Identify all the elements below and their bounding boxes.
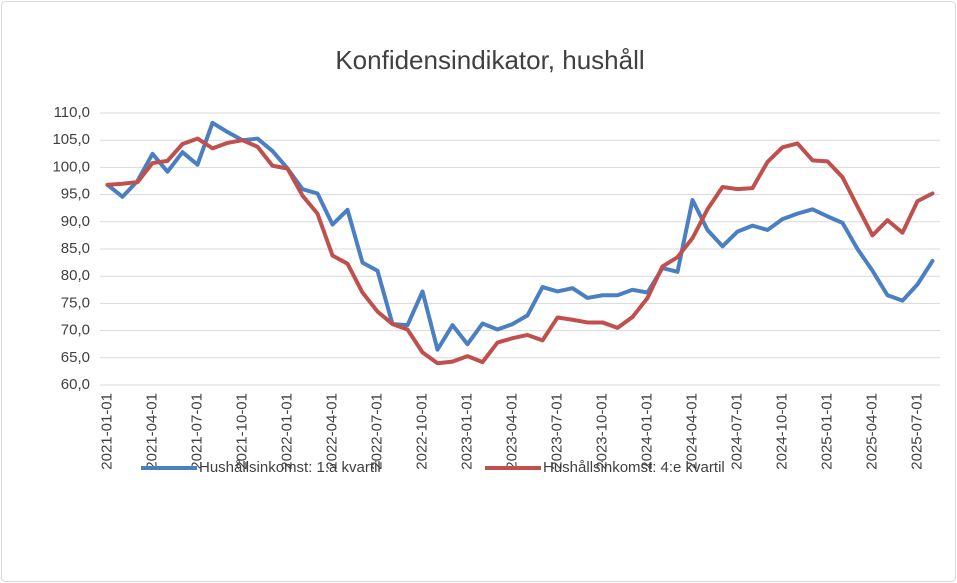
x-tick-label: 2024-07-01 <box>728 393 745 470</box>
y-tick-label: 110,0 <box>54 104 90 121</box>
x-tick-label: 2022-07-01 <box>368 393 385 470</box>
x-tick-label: 2021-04-01 <box>143 393 160 470</box>
chart-title: Konfidensindikator, hushåll <box>335 45 644 75</box>
y-tick-label: 95,0 <box>61 186 90 203</box>
y-tick-label: 80,0 <box>61 267 90 284</box>
x-tick-label: 2023-01-01 <box>458 393 475 470</box>
legend-label: Hushållsinkomst: 4:e kvartil <box>543 459 725 476</box>
x-tick-label: 2023-04-01 <box>503 393 520 470</box>
x-tick-label: 2023-10-01 <box>593 393 610 470</box>
x-tick-label: 2025-01-01 <box>818 393 835 470</box>
x-tick-label: 2022-04-01 <box>323 393 340 470</box>
x-tick-label: 2022-01-01 <box>278 393 295 470</box>
x-tick-label: 2021-07-01 <box>188 393 205 470</box>
x-tick-label: 2024-04-01 <box>683 393 700 470</box>
x-tick-label: 2023-07-01 <box>548 393 565 470</box>
y-tick-label: 65,0 <box>61 349 90 366</box>
x-tick-label: 2025-07-01 <box>908 393 925 470</box>
x-tick-label: 2024-10-01 <box>773 393 790 470</box>
y-tick-label: 105,0 <box>52 131 90 148</box>
legend-label: Hushållsinkomst: 1:a kvartil <box>199 459 381 476</box>
x-tick-label: 2022-10-01 <box>413 393 430 470</box>
y-tick-label: 60,0 <box>61 376 90 393</box>
y-tick-label: 70,0 <box>61 322 90 339</box>
x-tick-label: 2021-10-01 <box>233 393 250 470</box>
x-tick-label: 2021-01-01 <box>98 393 115 470</box>
y-tick-label: 90,0 <box>61 213 90 230</box>
x-tick-label: 2024-01-01 <box>638 393 655 470</box>
y-tick-label: 100,0 <box>52 158 90 175</box>
x-tick-label: 2025-04-01 <box>863 393 880 470</box>
line-series <box>105 136 935 366</box>
y-tick-label: 85,0 <box>61 240 90 257</box>
y-tick-label: 75,0 <box>61 294 90 311</box>
